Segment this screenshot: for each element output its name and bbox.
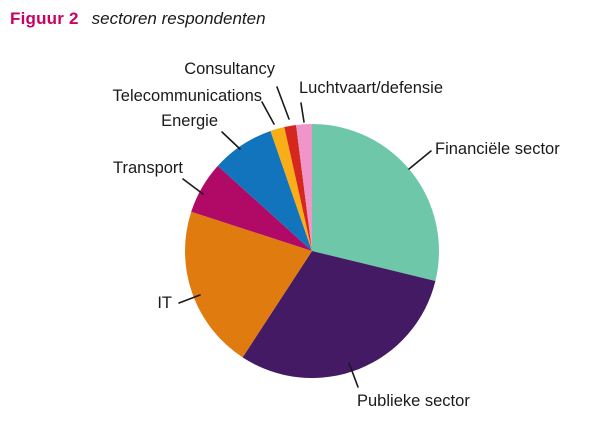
pie-slice-luchtvaart-defensie (296, 124, 312, 251)
pie-slice-financiele-sector (312, 124, 440, 282)
pie-label-publieke-sector: Publieke sector (357, 392, 470, 410)
figure-label: Figuur 2 (10, 9, 79, 28)
pie-slice-energie (217, 130, 312, 251)
pie-label-energie: Energie (161, 112, 218, 130)
leader-line-energie (221, 131, 241, 150)
figure-header: Figuur 2 sectoren respondenten (10, 9, 266, 29)
leader-line-it (178, 294, 201, 304)
leader-line-publieke-sector (348, 362, 359, 388)
pie-label-telecommunications: Telecommunications (112, 87, 262, 105)
leader-line-transport (182, 178, 204, 195)
pie-slice-it (185, 211, 312, 358)
pie-slice-publieke-sector (242, 251, 436, 379)
pie-label-transport: Transport (113, 159, 183, 177)
pie-slice-telecommunications (270, 127, 312, 251)
pie-label-it: IT (157, 294, 172, 312)
leader-line-telecommunications (261, 101, 275, 125)
leader-line-luchtvaart-defensie (300, 102, 305, 123)
pie-slices (185, 124, 440, 379)
pie-label-financiele-sector: Financiële sector (435, 140, 560, 158)
figure-subtitle: sectoren respondenten (91, 9, 266, 28)
pie-slice-consultancy (284, 125, 312, 251)
pie-label-consultancy: Consultancy (184, 60, 275, 78)
leader-lines (178, 86, 432, 388)
leader-line-financiele-sector (408, 150, 432, 170)
pie-label-luchtvaart-defensie: Luchtvaart/defensie (299, 79, 444, 97)
pie-slice-transport (191, 165, 312, 251)
leader-line-consultancy (276, 86, 290, 120)
